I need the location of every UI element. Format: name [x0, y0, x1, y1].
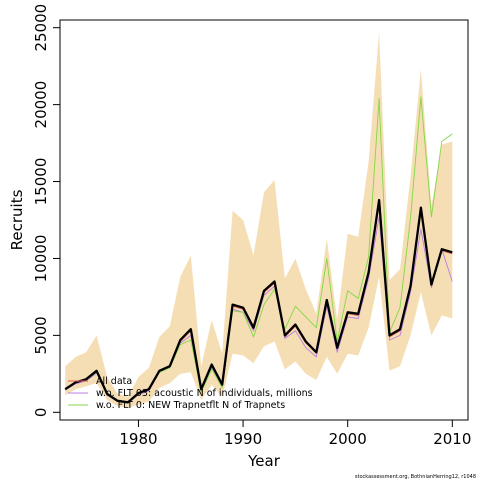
legend-label-2: w.o. FLT 03: acoustic N of individuals, …	[96, 388, 313, 399]
x-tick-label: 1980	[119, 430, 157, 448]
y-tick-label: 5000	[32, 316, 50, 354]
confidence-band	[65, 32, 453, 408]
y-tick-label: 10000	[32, 235, 50, 283]
x-tick-label: 2010	[433, 430, 471, 448]
series-line-0	[64, 198, 453, 404]
y-tick-label: 20000	[32, 81, 50, 129]
plot-frame	[59, 19, 469, 421]
series-lines-layer	[64, 96, 453, 404]
confidence-band-layer	[65, 32, 453, 408]
legend-label-3: w.o. FLT 0: NEW Trapnetflt N of Trapnets	[96, 400, 285, 411]
legend-label-1: All data	[96, 376, 132, 387]
x-axis: 1980 1990 2000 2010	[119, 420, 471, 448]
x-tick-label: 2000	[329, 430, 367, 448]
y-axis-title: Recruits	[8, 189, 26, 250]
y-tick-label: 0	[32, 408, 50, 418]
y-tick-label: 15000	[32, 158, 50, 206]
y-tick-label: 25000	[32, 4, 50, 52]
x-tick-label: 1990	[224, 430, 262, 448]
y-axis: 0 5000 10000 15000 20000 25000	[32, 4, 60, 417]
x-axis-title: Year	[247, 452, 281, 470]
credit-text: stockassessment.org, BothnianHerring12, …	[355, 474, 476, 480]
